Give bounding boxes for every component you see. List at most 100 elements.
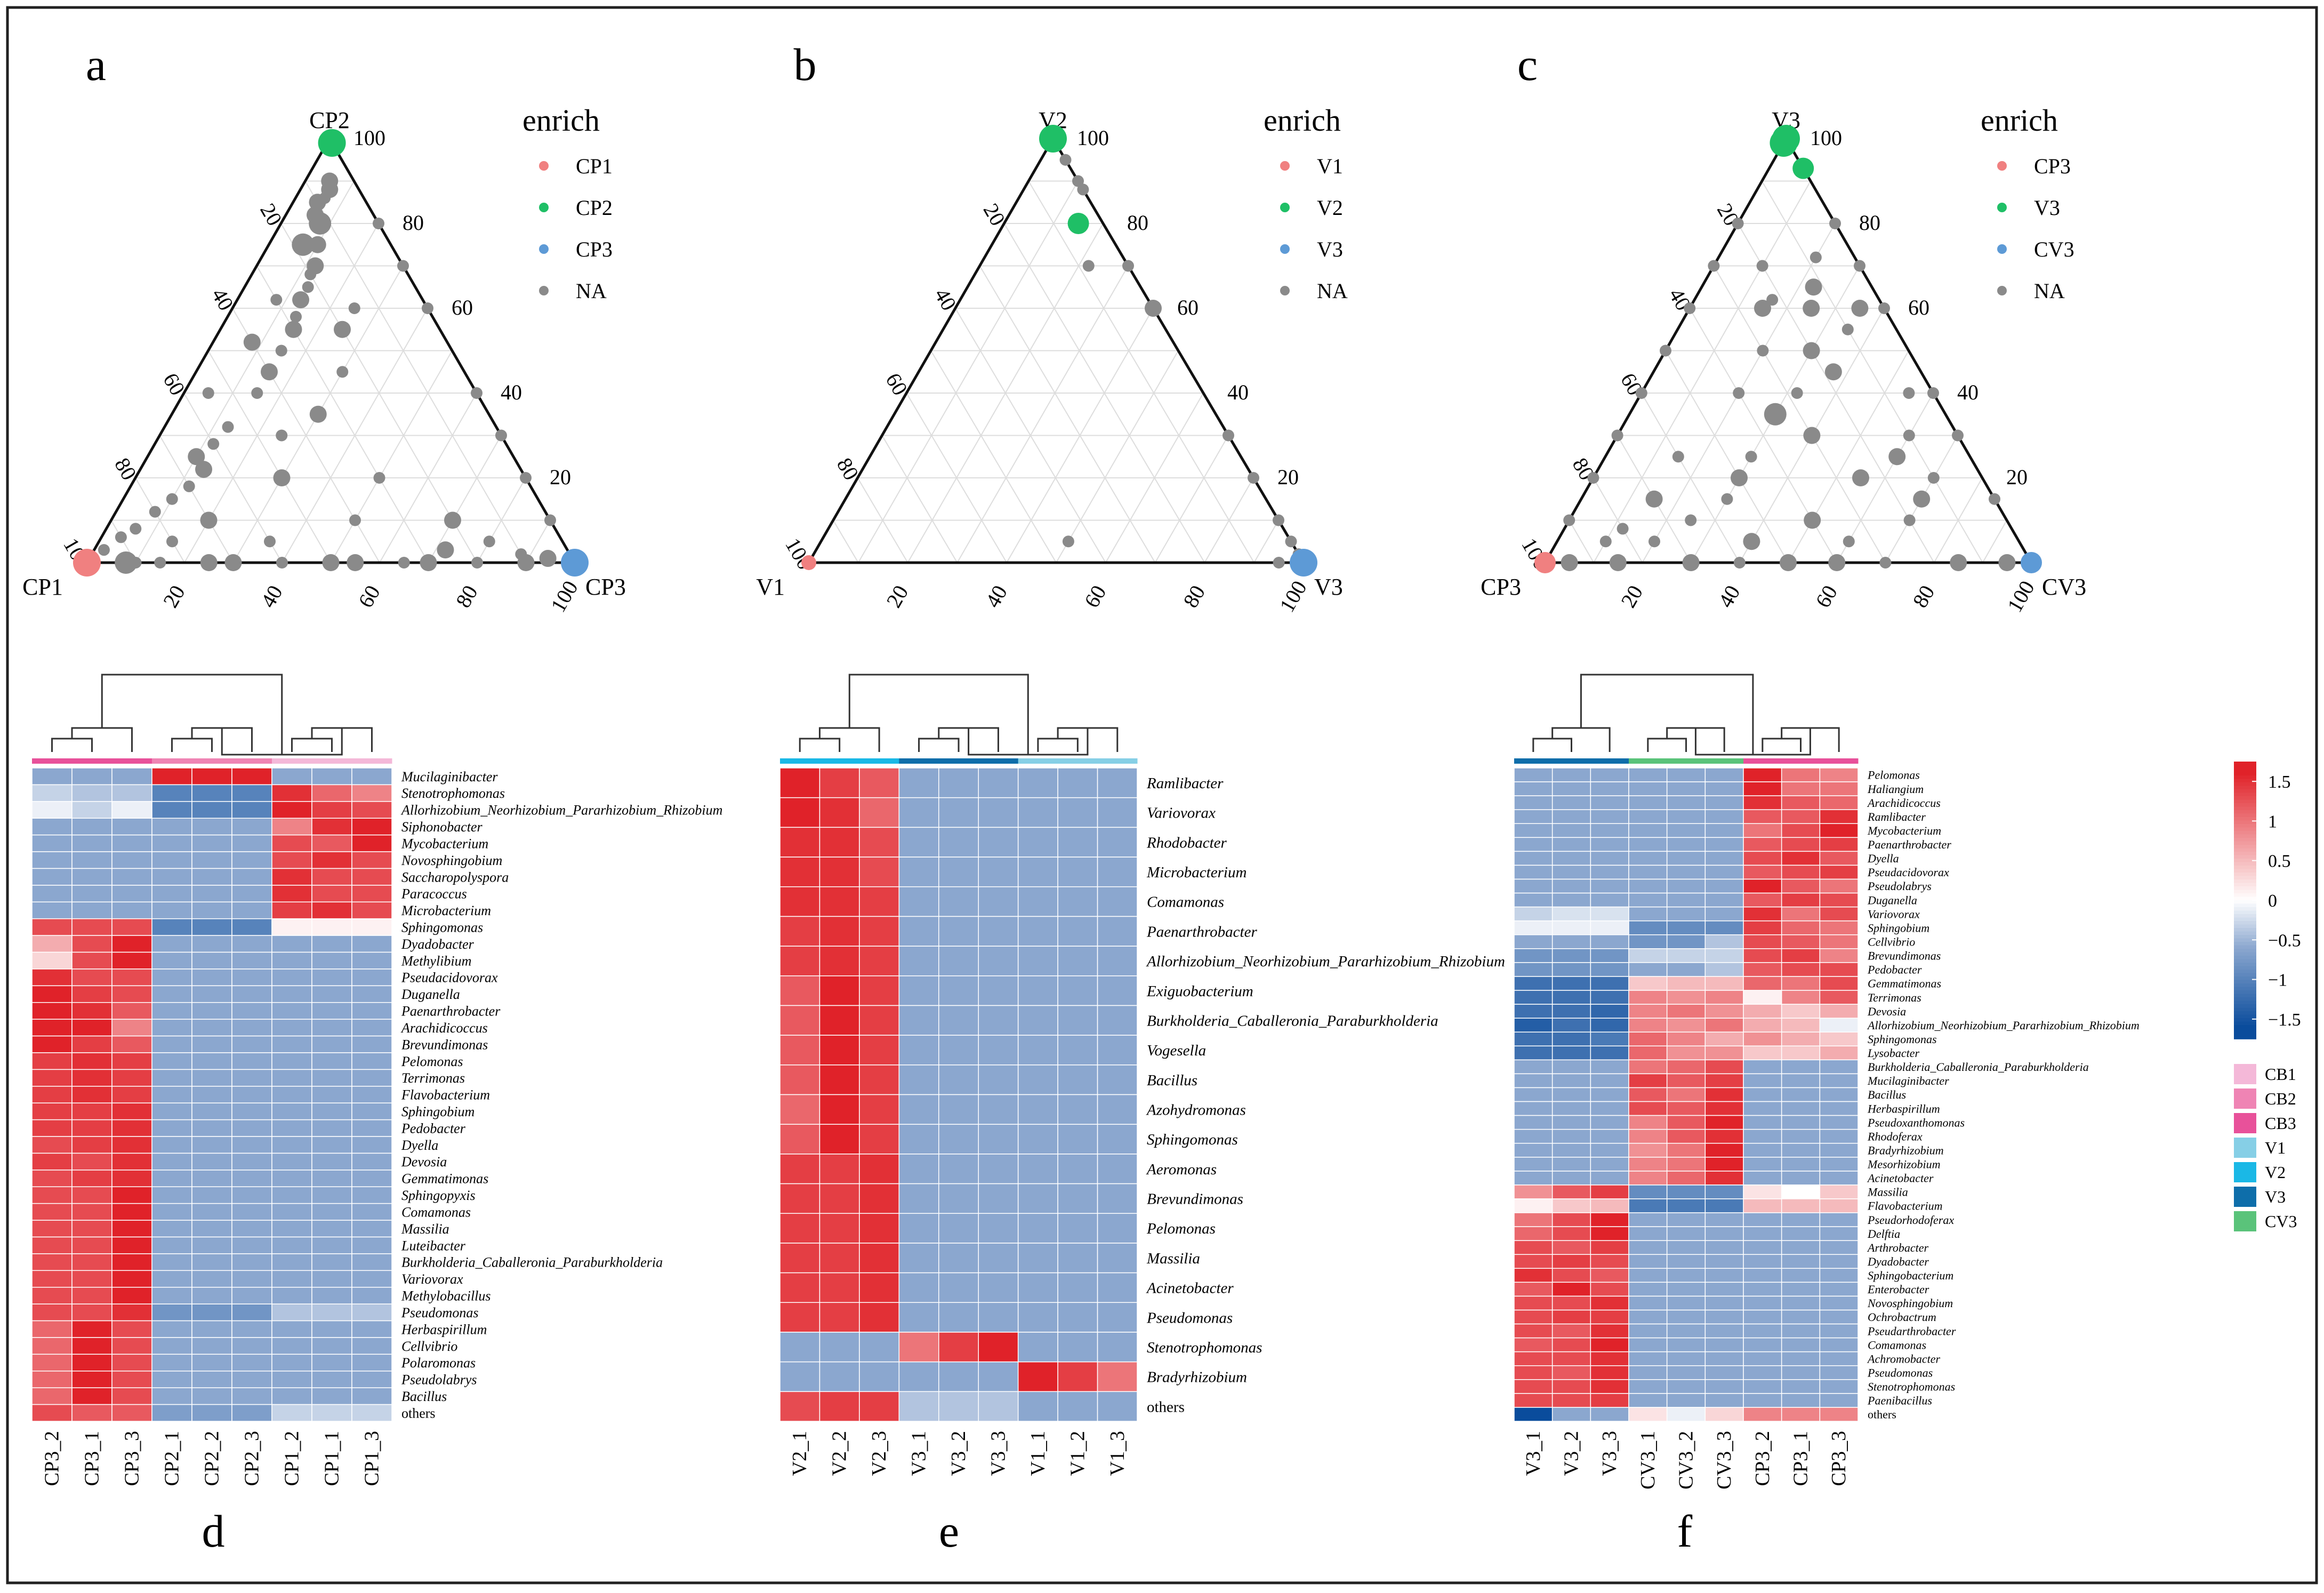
tick-label-bottom: 40 bbox=[256, 581, 287, 612]
heatmap-cell bbox=[1551, 767, 1591, 782]
heatmap-cell bbox=[1590, 1128, 1629, 1144]
na-point bbox=[334, 321, 351, 338]
dendrogram-branch bbox=[51, 738, 93, 752]
heatmap-cell bbox=[1666, 837, 1706, 852]
column-label: V1_2 bbox=[1066, 1431, 1089, 1476]
row-label: Cellvibrio bbox=[1868, 935, 1915, 948]
heatmap-cell bbox=[311, 935, 352, 953]
heatmap-cell bbox=[111, 834, 152, 852]
heatmap-cell bbox=[1704, 1351, 1744, 1366]
row-label: Mucilaginibacter bbox=[1867, 1074, 1949, 1087]
heatmap-cell bbox=[351, 1002, 392, 1020]
heatmap-cell bbox=[1551, 1407, 1591, 1422]
row-label: Pedobacter bbox=[1867, 963, 1922, 976]
heatmap-cell bbox=[351, 1119, 392, 1137]
colorbar-step bbox=[2234, 869, 2256, 873]
heatmap-cell bbox=[311, 767, 352, 786]
column-label: V2_1 bbox=[789, 1431, 811, 1476]
heatmap-cell bbox=[311, 1236, 352, 1254]
enriched-point-v3 bbox=[1792, 157, 1814, 179]
enriched-point-v3 bbox=[1290, 549, 1317, 577]
heatmap-cell bbox=[1781, 1004, 1821, 1019]
heatmap-cell bbox=[71, 1320, 112, 1338]
heatmap-cell bbox=[31, 1236, 73, 1254]
heatmap-cell bbox=[819, 1154, 860, 1184]
heatmap-cell bbox=[31, 784, 73, 802]
tick-label-bottom: 40 bbox=[980, 581, 1012, 612]
heatmap-cell bbox=[151, 1371, 192, 1388]
heatmap-cell bbox=[151, 901, 192, 919]
gridline bbox=[906, 393, 1008, 563]
row-label: Pseudarthrobacter bbox=[1867, 1324, 1956, 1338]
heatmap-cell bbox=[311, 885, 352, 903]
row-label: Azohydromonas bbox=[1146, 1101, 1246, 1118]
tick-label-right: 60 bbox=[452, 295, 473, 319]
heatmap-cell bbox=[1551, 1323, 1591, 1339]
heatmap-cell bbox=[1781, 962, 1821, 977]
na-point bbox=[1903, 387, 1915, 399]
heatmap-cell bbox=[1743, 1282, 1782, 1297]
heatmap-cell bbox=[1017, 767, 1058, 798]
heatmap-cell bbox=[271, 1086, 312, 1103]
heatmap-cell bbox=[938, 1302, 979, 1333]
heatmap-cell bbox=[231, 885, 272, 903]
heatmap-cell bbox=[819, 946, 860, 976]
colorbar-step bbox=[2234, 921, 2256, 925]
colorbar-step bbox=[2234, 1007, 2256, 1012]
colorbar-step bbox=[2234, 942, 2256, 946]
heatmap-cell bbox=[231, 1220, 272, 1238]
heatmap-cell bbox=[978, 1064, 1019, 1095]
colorbar-step bbox=[2234, 983, 2256, 988]
heatmap-cell bbox=[1781, 1226, 1821, 1241]
row-label: Pseudoxanthomonas bbox=[1867, 1116, 1965, 1129]
heatmap-cell bbox=[191, 1119, 232, 1137]
heatmap-cell bbox=[191, 1253, 232, 1271]
row-label: Terrimonas bbox=[401, 1070, 465, 1086]
heatmap-cell bbox=[898, 1094, 939, 1125]
heatmap-cell bbox=[1551, 1198, 1591, 1213]
heatmap-cell bbox=[1057, 1124, 1098, 1155]
heatmap-cell bbox=[111, 1119, 152, 1137]
na-point bbox=[1682, 554, 1700, 571]
heatmap-cell bbox=[351, 851, 392, 869]
heatmap-cell bbox=[191, 918, 232, 936]
heatmap-cell bbox=[1551, 934, 1591, 949]
heatmap-cell bbox=[1628, 1018, 1668, 1032]
heatmap-cell bbox=[151, 1220, 192, 1238]
row-label: Sphingobacterium bbox=[1868, 1269, 1953, 1282]
heatmap-cell bbox=[1781, 1254, 1821, 1269]
heatmap-cell bbox=[1514, 1031, 1553, 1047]
gridline bbox=[330, 350, 453, 563]
heatmap-cell bbox=[191, 1152, 232, 1171]
heatmap-cell bbox=[1704, 1240, 1744, 1255]
group-bar-cell bbox=[1705, 758, 1744, 764]
heatmap-cell bbox=[819, 1332, 860, 1363]
colorbar-step bbox=[2234, 876, 2256, 880]
heatmap-cell bbox=[351, 1102, 392, 1120]
row-label: Ramlibacter bbox=[1146, 775, 1224, 792]
row-label: Burkholderia_Caballeronia_Paraburkholder… bbox=[1147, 1012, 1438, 1029]
colorbar-tick-label: 0 bbox=[2268, 891, 2277, 911]
na-point bbox=[1223, 429, 1234, 442]
column-label: V2_3 bbox=[868, 1431, 890, 1476]
heatmap-cell bbox=[1819, 878, 1859, 894]
heatmap-cell bbox=[1514, 1393, 1553, 1408]
row-label: Sphingobium bbox=[401, 1104, 475, 1119]
na-point bbox=[1248, 472, 1259, 484]
heatmap-cell bbox=[151, 1069, 192, 1087]
heatmap-cell bbox=[271, 801, 312, 819]
heatmap-cell bbox=[111, 1203, 152, 1221]
heatmap-cell bbox=[1743, 1128, 1782, 1144]
gridline bbox=[1253, 520, 1279, 563]
panel-letter-b: b bbox=[794, 39, 817, 90]
na-point bbox=[251, 387, 263, 399]
heatmap-cell bbox=[151, 1152, 192, 1171]
heatmap-cell bbox=[1514, 1115, 1553, 1130]
heatmap-cell bbox=[1781, 878, 1821, 894]
heatmap-cell bbox=[351, 935, 392, 953]
colorbar-step bbox=[2234, 859, 2256, 863]
row-label: Dyella bbox=[401, 1138, 438, 1153]
heatmap-cell bbox=[1551, 864, 1591, 880]
heatmap-cell bbox=[1097, 886, 1138, 917]
heatmap-cell bbox=[1590, 1087, 1629, 1102]
